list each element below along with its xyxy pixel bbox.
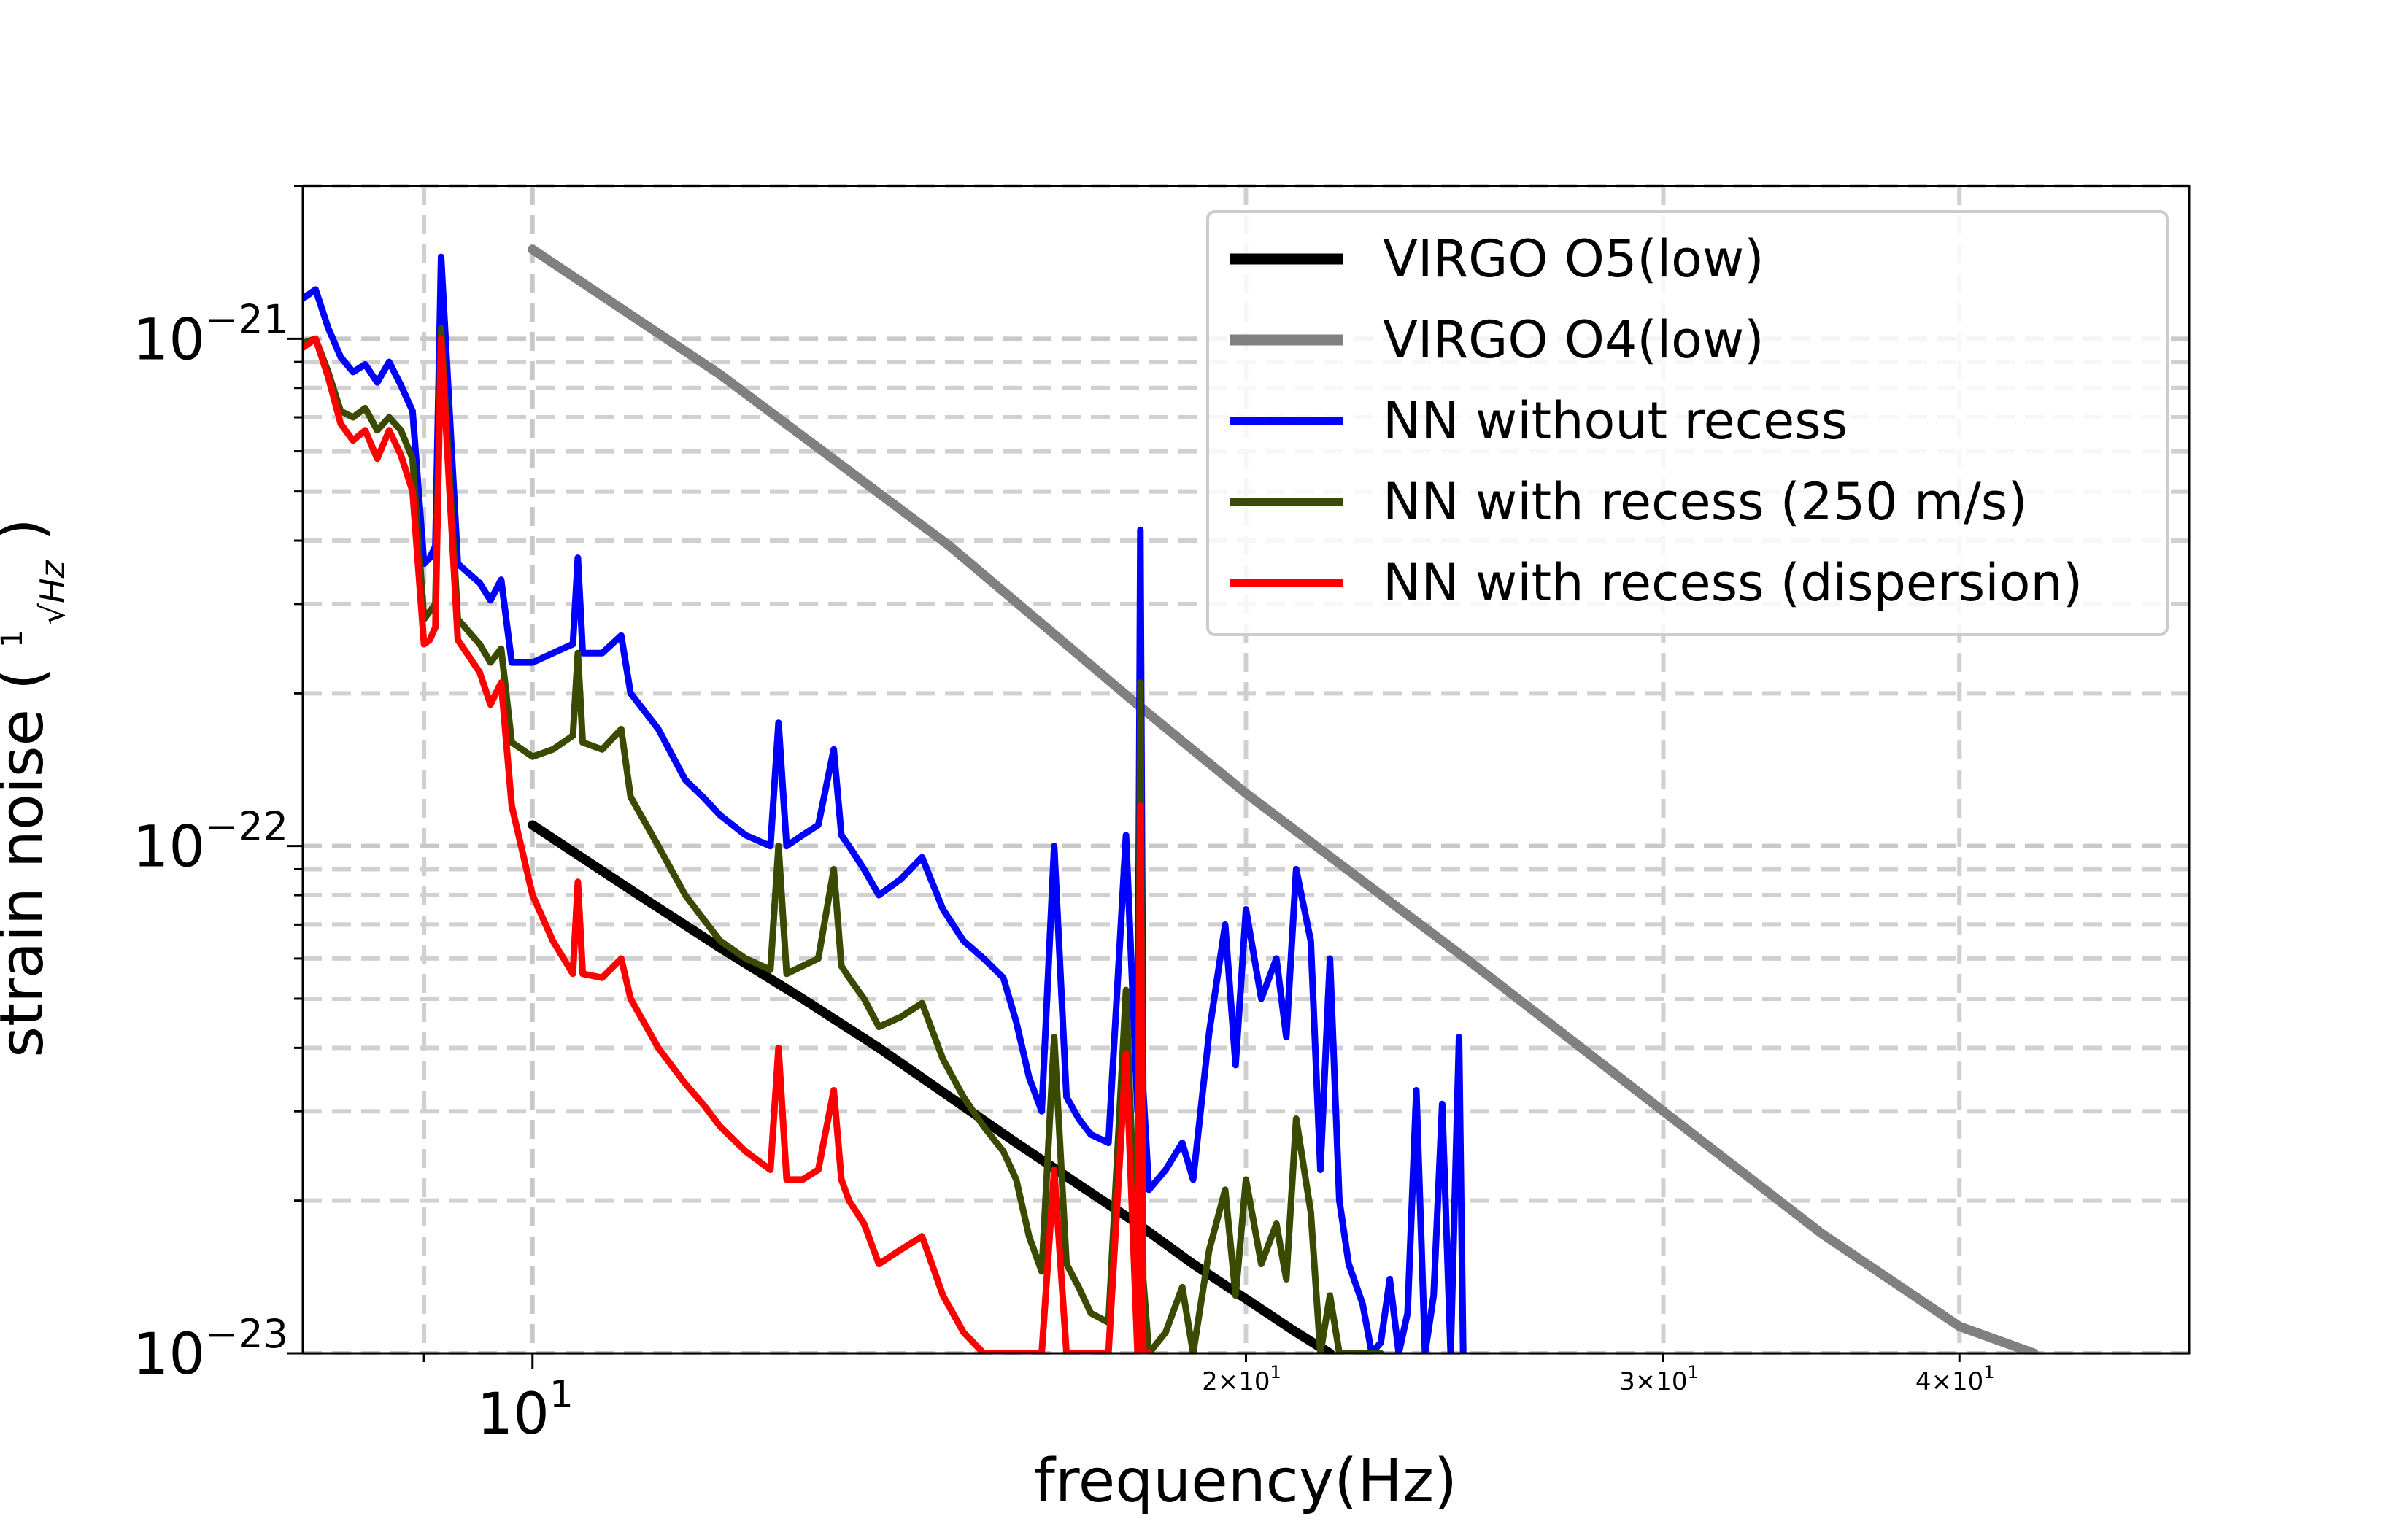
svg-text:strain noise ( 1: strain noise ( 1 √Hz ) bbox=[0, 518, 79, 1058]
legend-frame bbox=[1206, 210, 2169, 636]
y-axis-label-text: strain noise bbox=[0, 709, 57, 1058]
legend: VIRGO O5(low) VIRGO O4(low) NN without rec… bbox=[1206, 210, 2169, 636]
series-lines bbox=[303, 244, 2039, 1353]
x-tick-label-base: 10 bbox=[477, 1382, 549, 1447]
legend-entry-label: NN with recess (250 m/s) bbox=[1383, 472, 2028, 532]
x-tick-label: 101 bbox=[477, 1373, 574, 1447]
y-axis-label: strain noise ( 1 √Hz ) bbox=[0, 518, 79, 1058]
y-tick-label: 10−21 bbox=[133, 296, 288, 373]
y-axis-unit-numerator: 1 bbox=[0, 629, 29, 647]
legend-entry-label: NN without recess bbox=[1383, 391, 1848, 451]
x-minor-tick-label-mant: 3×10 bbox=[1619, 1367, 1687, 1396]
x-minor-tick-label-exp: 1 bbox=[1270, 1362, 1281, 1382]
series-nn-without-recess bbox=[303, 253, 1467, 1353]
legend-entry-label: VIRGO O5(low) bbox=[1383, 229, 1764, 289]
y-tick-label: 10−23 bbox=[133, 1311, 288, 1388]
x-minor-tick-label-exp: 1 bbox=[1983, 1362, 1994, 1382]
legend-entry-label: NN with recess (dispersion) bbox=[1383, 553, 2083, 613]
y-axis-unit-close: ) bbox=[0, 518, 57, 541]
series-nn-with-recess-dispersion bbox=[303, 335, 1152, 1353]
x-axis-label: frequency(Hz) bbox=[1034, 1447, 1457, 1516]
series-virgo-o5-low bbox=[528, 820, 1335, 1353]
y-tick-label-exp: −22 bbox=[205, 804, 288, 850]
y-tick-label-exp: −21 bbox=[205, 296, 288, 342]
x-minor-tick-label: 3×101 bbox=[1619, 1362, 1699, 1396]
y-tick-label: 10−22 bbox=[133, 804, 288, 881]
y-axis-unit-denominator: √Hz bbox=[33, 560, 72, 624]
x-minor-tick-label: 2×101 bbox=[1202, 1362, 1281, 1396]
x-minor-tick-label-mant: 4×10 bbox=[1915, 1367, 1983, 1396]
x-minor-tick-label-exp: 1 bbox=[1687, 1362, 1698, 1382]
y-tick-label-exp: −23 bbox=[205, 1311, 288, 1357]
series-virgo-o4-low bbox=[528, 244, 2039, 1353]
y-tick-label-base: 10 bbox=[133, 815, 205, 881]
y-axis-unit-open: ( bbox=[0, 667, 57, 690]
y-tick-label-base: 10 bbox=[133, 307, 205, 373]
y-tick-label-base: 10 bbox=[133, 1322, 205, 1388]
x-minor-tick-label: 4×101 bbox=[1915, 1362, 1995, 1396]
x-tick-label-exp: 1 bbox=[549, 1373, 574, 1417]
x-minor-tick-label-mant: 2×10 bbox=[1202, 1367, 1270, 1396]
legend-entry-label: VIRGO O4(low) bbox=[1383, 310, 1764, 370]
